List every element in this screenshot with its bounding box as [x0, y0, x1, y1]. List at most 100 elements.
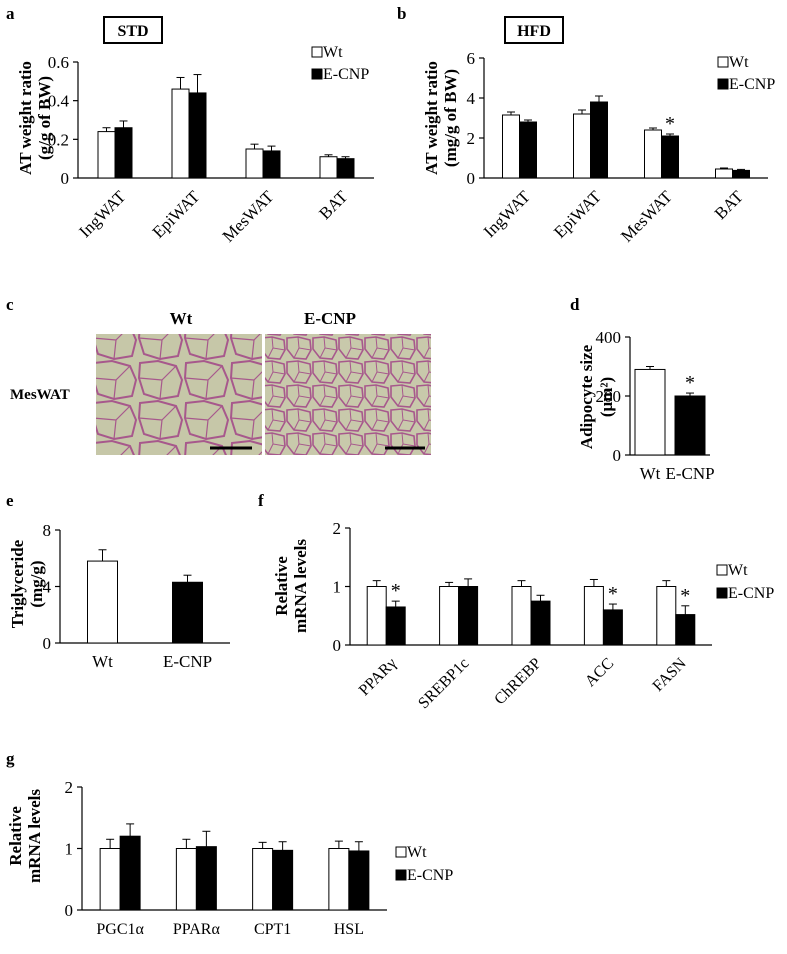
panel-e: Triglyceride (mg/g) 0 4 8 Wt E-CNP [8, 521, 230, 671]
panel-a: STD AT weight ratio (g/g of BW) 0 0.2 0.4 0… [16, 16, 374, 246]
x-tick-label: CPT1 [254, 921, 291, 938]
hfd-label: HFD [517, 23, 551, 40]
bar [272, 849, 294, 911]
panel-a-ylabel-line2: (g/g of BW) [35, 76, 54, 160]
panel-f-ylabel-line2: mRNA levels [291, 539, 310, 633]
legend-wt-swatch [717, 56, 729, 68]
x-tick-label: Wt [92, 652, 113, 671]
std-label: STD [117, 23, 148, 40]
x-tick-label: PPARγ [356, 655, 400, 699]
panel-e-ylabel-line1: Triglyceride [8, 539, 27, 628]
y-tick-label: 400 [596, 328, 622, 347]
y-tick-label: 2 [65, 778, 74, 797]
bar [195, 846, 217, 911]
bar [530, 600, 551, 646]
bar [656, 586, 677, 646]
x-tick-label: IngWAT [75, 187, 130, 242]
bar [715, 168, 733, 179]
bar [590, 101, 608, 179]
bar [171, 88, 190, 179]
panel-a-legend: Wt E-CNP [311, 44, 369, 83]
bar [262, 150, 281, 179]
panel-letter-e: e [6, 491, 14, 510]
legend-ecnp-label: E-CNP [407, 867, 453, 884]
legend-ecnp-label: E-CNP [729, 76, 775, 93]
std-label-box [103, 16, 163, 44]
y-tick-label: 1 [333, 578, 342, 597]
panel-d: Adipocyte size (μm²) 0 200 400 Wt * E-CNP [577, 328, 715, 483]
panel-letter-a: a [6, 4, 15, 23]
legend-wt-swatch [395, 846, 407, 858]
micrograph-ecnp [265, 334, 431, 455]
bar [188, 92, 207, 179]
panel-f-legend: Wt E-CNP [716, 562, 774, 602]
legend-wt-label: Wt [728, 562, 748, 579]
bar [119, 835, 141, 911]
hfd-label-box [504, 16, 564, 44]
significance-star: * [391, 580, 401, 602]
bar [519, 121, 537, 179]
panel-f: Relative mRNA levels 0 1 2 * PPARγ SREBP1c ChR… [272, 519, 774, 712]
bar [661, 135, 679, 179]
significance-star: * [665, 113, 675, 135]
panel-f-plot: 0 1 2 * PPARγ SREBP1c ChREBP * ACC * FASN [333, 519, 712, 712]
bar [172, 581, 203, 644]
y-tick-label: 4 [43, 578, 52, 597]
panel-c: Wt E-CNP MesWAT [10, 309, 431, 455]
micrograph-col-wt: Wt [170, 309, 193, 328]
y-tick-label: 0 [467, 169, 476, 188]
x-tick-label: PPARα [173, 921, 221, 938]
bar [644, 129, 662, 179]
legend-wt-label: Wt [407, 844, 427, 861]
panel-letter-f: f [258, 491, 264, 510]
x-tick-label: Wt [640, 464, 661, 483]
bar [319, 156, 338, 179]
panel-e-plot: 0 4 8 Wt E-CNP [43, 521, 230, 671]
panel-g: Relative mRNA levels 0 1 2 PGC1α PPARα CPT1 HS… [6, 778, 453, 938]
x-tick-label: BAT [711, 187, 748, 224]
legend-ecnp-swatch [311, 68, 323, 80]
bar [675, 614, 696, 646]
legend-ecnp-label: E-CNP [323, 66, 369, 83]
x-tick-label: ChREBP [491, 655, 545, 709]
bar [87, 560, 118, 644]
panel-e-ylabel-line2: (mg/g) [27, 560, 46, 607]
micrograph-row-label: MesWAT [10, 387, 70, 403]
bar [99, 848, 121, 911]
bar [573, 113, 591, 179]
y-tick-label: 2 [333, 519, 342, 538]
x-tick-label: FASN [650, 655, 690, 695]
significance-star: * [685, 372, 695, 394]
bar [674, 395, 706, 456]
panel-d-ylabel-line2: (μm²) [597, 377, 616, 417]
legend-wt-label: Wt [323, 44, 343, 61]
micrograph-col-ecnp: E-CNP [304, 309, 356, 328]
panel-d-plot: 0 200 400 Wt * E-CNP [596, 328, 715, 483]
bar [97, 131, 116, 179]
y-tick-label: 8 [43, 521, 52, 540]
y-tick-label: 4 [467, 89, 476, 108]
bar [245, 148, 264, 179]
x-tick-label: EpiWAT [149, 187, 204, 242]
bar [385, 606, 406, 646]
y-tick-label: 6 [467, 49, 476, 68]
panel-b-ylabel-line1: AT weight ratio [422, 61, 441, 175]
x-tick-label: HSL [334, 921, 364, 938]
legend-wt-swatch [311, 46, 323, 58]
bar [348, 850, 370, 911]
panel-b-legend: Wt E-CNP [717, 54, 775, 93]
bar [511, 586, 532, 646]
legend-ecnp-label: E-CNP [728, 585, 774, 602]
y-tick-label: 1 [65, 840, 74, 859]
panel-g-plot: 0 1 2 PGC1α PPARα CPT1 HSL [65, 778, 387, 938]
bar [458, 586, 479, 646]
x-tick-label: MesWAT [219, 187, 278, 246]
legend-wt-swatch [716, 564, 728, 576]
bar [175, 848, 197, 911]
y-tick-label: 2 [467, 129, 476, 148]
panel-letter-b: b [397, 4, 406, 23]
bar [583, 586, 604, 646]
y-tick-label: 0 [43, 634, 52, 653]
x-tick-label: E-CNP [665, 464, 714, 483]
